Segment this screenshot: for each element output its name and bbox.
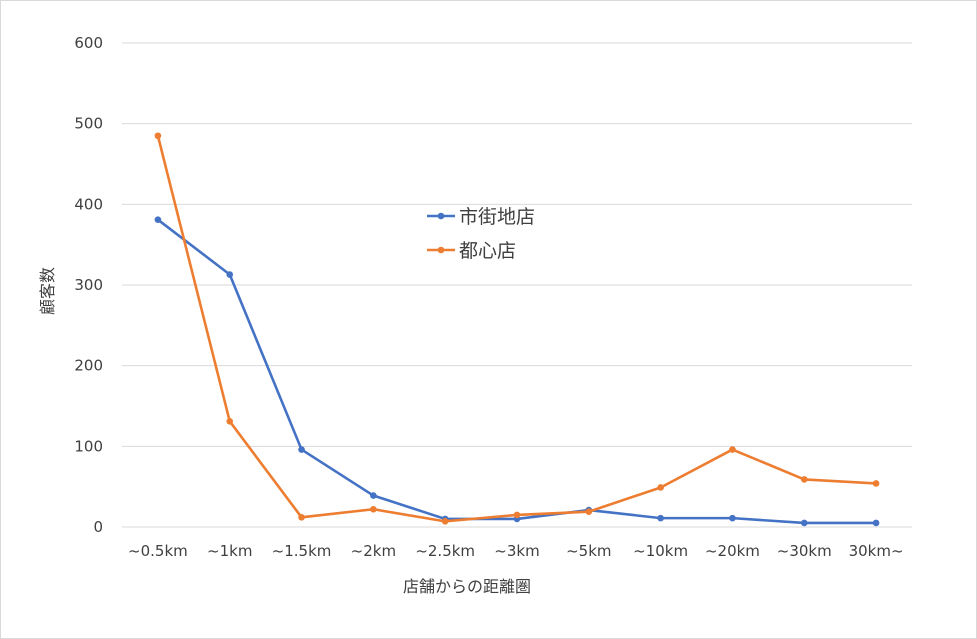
- y-tick-label: 0: [93, 518, 103, 536]
- data-point: [154, 132, 162, 140]
- data-point: [872, 519, 880, 527]
- y-tick-label: 200: [74, 357, 103, 375]
- data-point: [800, 519, 808, 527]
- data-point: [226, 418, 234, 425]
- data-point: [513, 511, 521, 519]
- x-tick-label: ~0.5km: [128, 542, 188, 560]
- x-tick-label: ~5km: [566, 542, 611, 560]
- legend-label: 市街地店: [459, 206, 535, 228]
- x-tick-label: ~2km: [351, 542, 396, 560]
- data-point: [370, 505, 377, 513]
- x-tick-label: ~10km: [633, 542, 688, 560]
- y-axis-ticks: 0 100 200 300 400 500 600: [74, 34, 103, 536]
- x-tick-label: ~20km: [705, 542, 760, 560]
- x-tick-label: ~3km: [494, 542, 539, 560]
- data-point: [657, 514, 664, 522]
- data-point: [729, 446, 736, 453]
- data-point: [872, 480, 880, 487]
- y-tick-label: 400: [74, 195, 103, 213]
- data-point: [226, 271, 234, 278]
- y-tick-label: 500: [74, 115, 103, 133]
- y-tick-label: 600: [74, 34, 103, 52]
- data-point: [657, 484, 664, 491]
- y-tick-label: 300: [74, 276, 103, 294]
- series-group: [154, 132, 880, 525]
- series-line: [156, 218, 878, 525]
- gridlines: [122, 42, 912, 528]
- data-point: [441, 518, 449, 525]
- y-axis-title: 顧客数: [38, 267, 57, 315]
- series-line: [156, 134, 878, 523]
- data-point: [800, 476, 808, 483]
- legend-item: 市街地店: [427, 206, 535, 228]
- x-tick-label: ~1km: [207, 542, 252, 560]
- x-tick-label: 30km~: [849, 542, 904, 560]
- legend-item: 都心店: [427, 240, 516, 262]
- legend-swatch-marker: [437, 246, 445, 254]
- x-tick-label: ~2.5km: [415, 542, 475, 560]
- data-point: [585, 508, 593, 515]
- data-point: [298, 514, 305, 521]
- data-point: [154, 216, 162, 223]
- legend-label: 都心店: [459, 240, 516, 262]
- x-axis-title: 店舗からの距離圏: [403, 577, 531, 596]
- series-group: [154, 216, 880, 527]
- x-tick-label: ~1.5km: [272, 542, 332, 560]
- series-layer: [154, 132, 880, 527]
- legend-swatch-marker: [437, 212, 445, 220]
- data-point: [298, 446, 305, 453]
- x-tick-label: ~30km: [777, 542, 832, 560]
- x-axis-ticks: ~0.5km ~1km ~1.5km ~2km ~2.5km ~3km ~5km ~10km ~…: [128, 542, 904, 560]
- data-point: [729, 514, 736, 522]
- data-point: [370, 492, 377, 499]
- y-tick-label: 100: [74, 437, 103, 455]
